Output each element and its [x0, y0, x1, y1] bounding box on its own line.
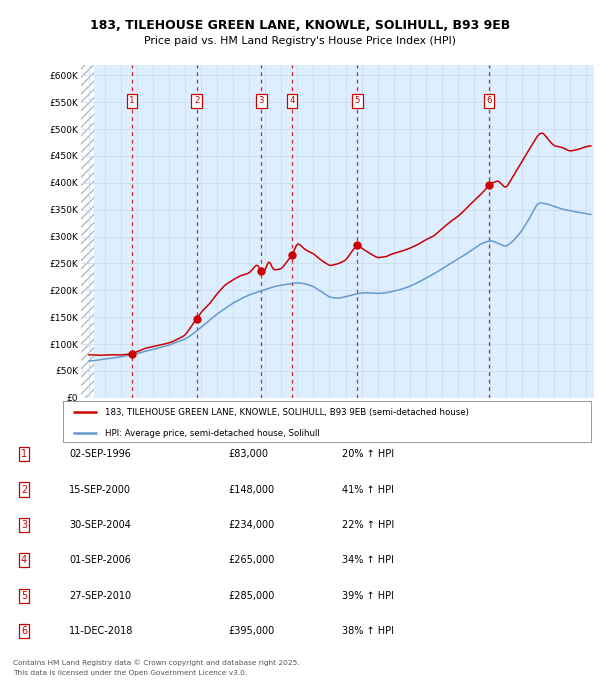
Text: 4: 4	[21, 556, 27, 565]
Text: 22% ↑ HPI: 22% ↑ HPI	[342, 520, 394, 530]
Text: 02-SEP-1996: 02-SEP-1996	[69, 449, 131, 459]
Text: 11-DEC-2018: 11-DEC-2018	[69, 626, 133, 636]
Text: 39% ↑ HPI: 39% ↑ HPI	[342, 591, 394, 600]
Text: £265,000: £265,000	[228, 556, 274, 565]
Text: 15-SEP-2000: 15-SEP-2000	[69, 485, 131, 494]
Text: 5: 5	[355, 96, 360, 105]
Text: £395,000: £395,000	[228, 626, 274, 636]
Text: 183, TILEHOUSE GREEN LANE, KNOWLE, SOLIHULL, B93 9EB (semi-detached house): 183, TILEHOUSE GREEN LANE, KNOWLE, SOLIH…	[105, 408, 469, 417]
Text: 41% ↑ HPI: 41% ↑ HPI	[342, 485, 394, 494]
Text: 01-SEP-2006: 01-SEP-2006	[69, 556, 131, 565]
Text: 4: 4	[289, 96, 295, 105]
Text: 2: 2	[21, 485, 27, 494]
Text: £234,000: £234,000	[228, 520, 274, 530]
Text: Price paid vs. HM Land Registry's House Price Index (HPI): Price paid vs. HM Land Registry's House …	[144, 36, 456, 46]
Text: 27-SEP-2010: 27-SEP-2010	[69, 591, 131, 600]
Text: £148,000: £148,000	[228, 485, 274, 494]
Text: 5: 5	[21, 591, 27, 600]
Text: 1: 1	[129, 96, 134, 105]
Text: Contains HM Land Registry data © Crown copyright and database right 2025.: Contains HM Land Registry data © Crown c…	[13, 659, 300, 666]
Text: £83,000: £83,000	[228, 449, 268, 459]
Text: 6: 6	[21, 626, 27, 636]
Text: 34% ↑ HPI: 34% ↑ HPI	[342, 556, 394, 565]
Text: This data is licensed under the Open Government Licence v3.0.: This data is licensed under the Open Gov…	[13, 670, 247, 676]
Text: 30-SEP-2004: 30-SEP-2004	[69, 520, 131, 530]
Text: £285,000: £285,000	[228, 591, 274, 600]
Text: 183, TILEHOUSE GREEN LANE, KNOWLE, SOLIHULL, B93 9EB: 183, TILEHOUSE GREEN LANE, KNOWLE, SOLIH…	[90, 19, 510, 33]
Text: HPI: Average price, semi-detached house, Solihull: HPI: Average price, semi-detached house,…	[105, 428, 320, 437]
Text: 2: 2	[194, 96, 199, 105]
Text: 3: 3	[21, 520, 27, 530]
Text: 6: 6	[486, 96, 491, 105]
Text: 3: 3	[259, 96, 264, 105]
Text: 20% ↑ HPI: 20% ↑ HPI	[342, 449, 394, 459]
Text: 38% ↑ HPI: 38% ↑ HPI	[342, 626, 394, 636]
Text: 1: 1	[21, 449, 27, 459]
Bar	[81, 65, 94, 398]
